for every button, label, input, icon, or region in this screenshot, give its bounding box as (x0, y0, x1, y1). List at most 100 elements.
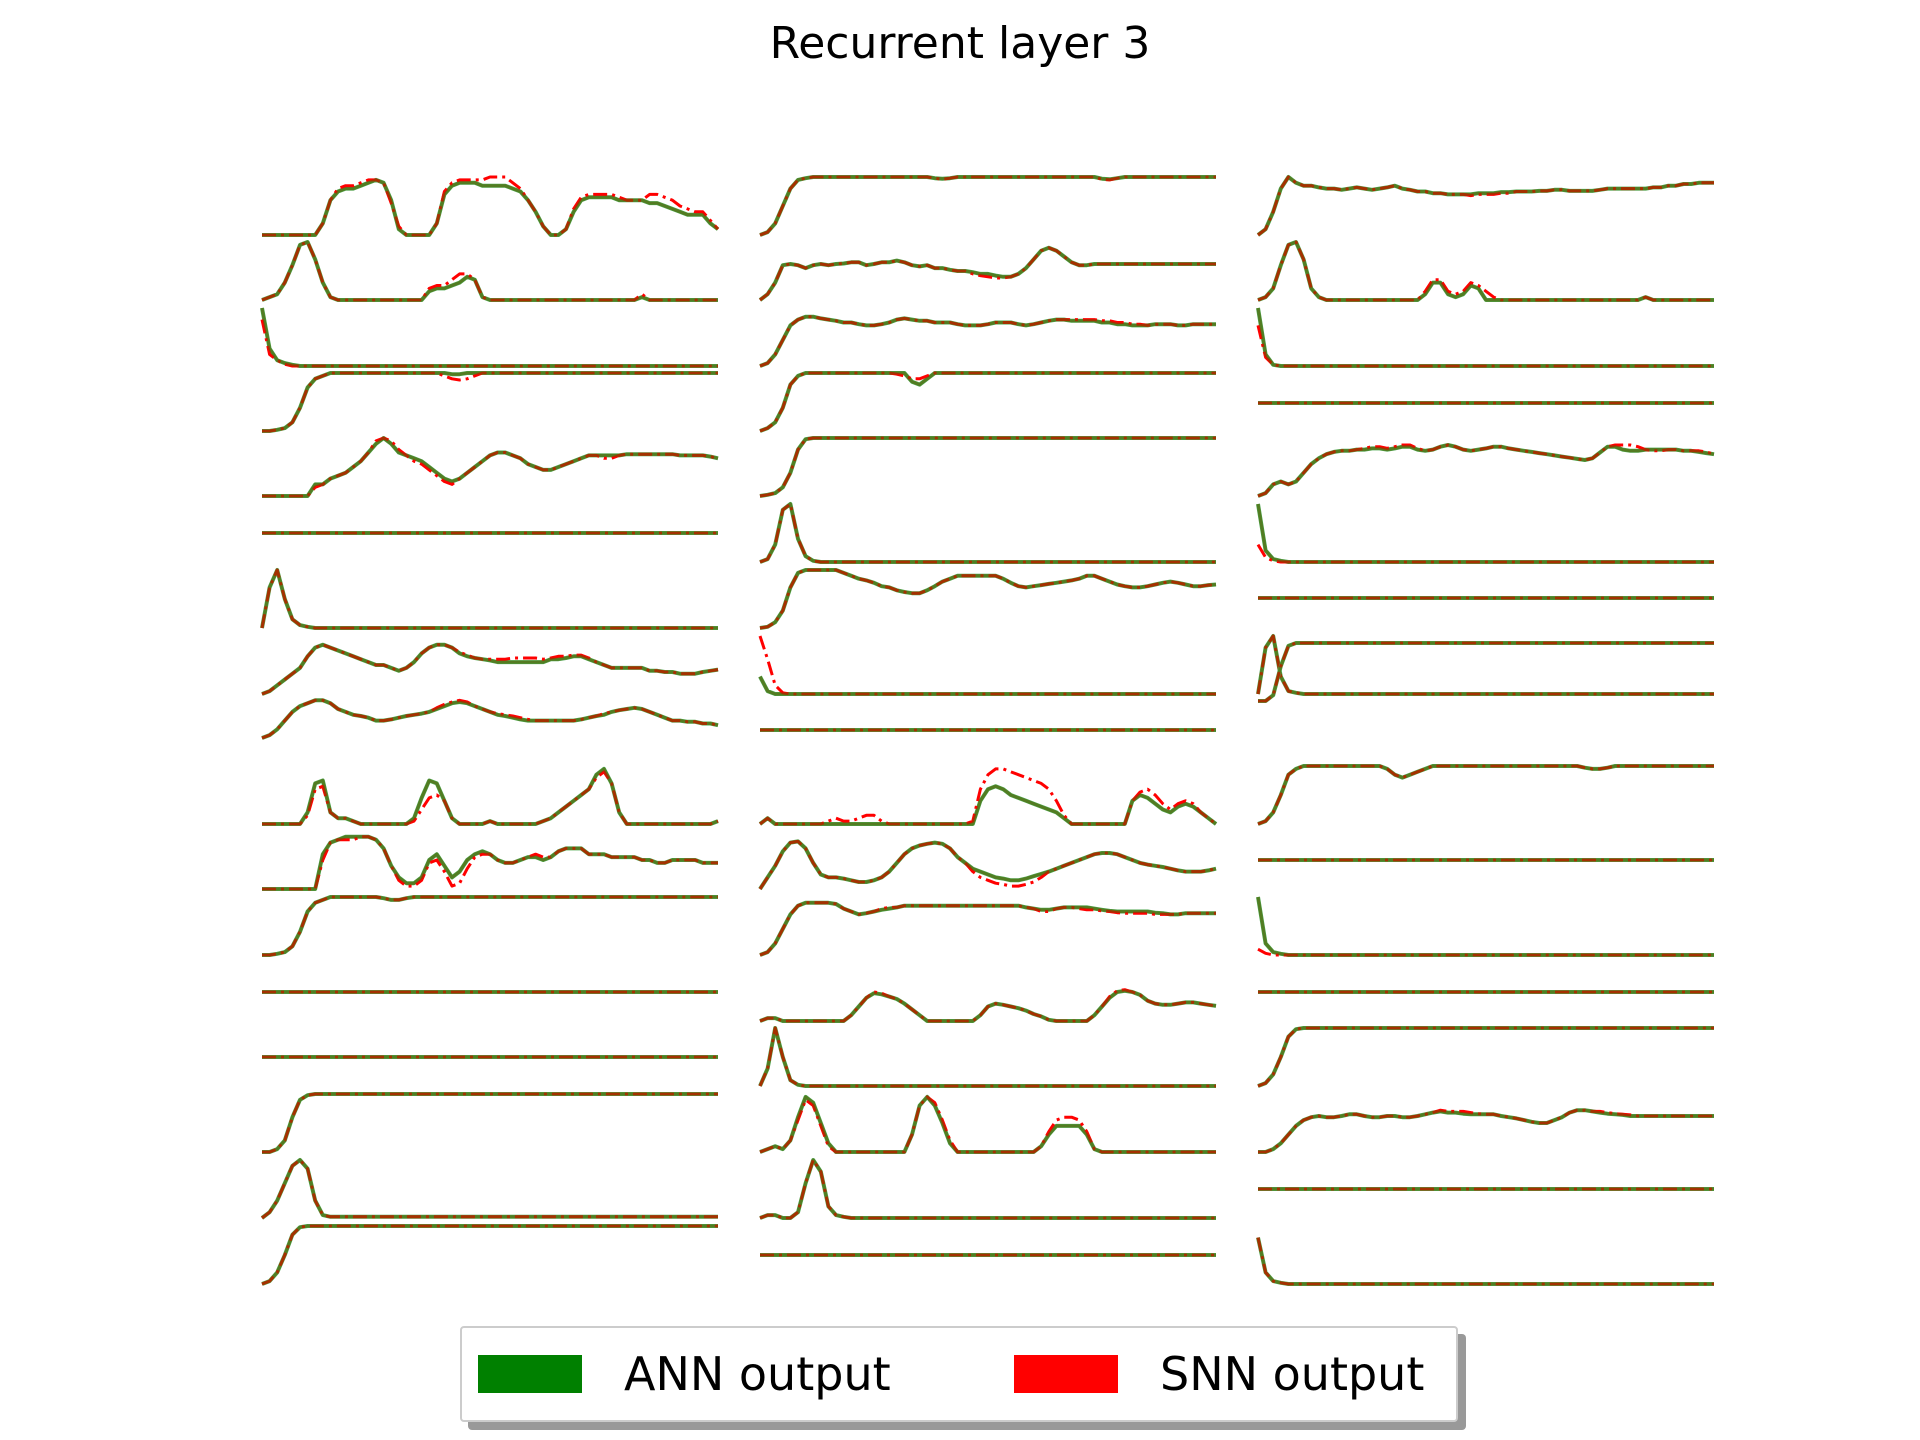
snn-trace-c1-r2 (261, 240, 718, 302)
overlap-trace-c1-r3 (260, 307, 718, 368)
ann-trace-c2-r6 (759, 502, 1216, 564)
overlap-trace-c1-r17 (261, 1224, 718, 1286)
snn-trace-c2-r1 (759, 175, 1216, 237)
ann-trace-c1-r4 (262, 371, 718, 433)
snn-trace-c2-r10 (759, 767, 1217, 826)
overlap-trace-c3-r10 (1257, 764, 1714, 826)
ann-trace-c2-r14 (758, 1026, 1216, 1088)
snn-trace-c3-r2 (1257, 240, 1714, 302)
snn-trace-c2-r2 (759, 246, 1216, 302)
chart-title: Recurrent layer 3 (769, 18, 1151, 69)
snn-trace-c3-r6 (1256, 543, 1714, 564)
snn-trace-c2-r6 (759, 502, 1216, 564)
snn-trace-c1-r5 (262, 436, 719, 498)
ann-trace-c3-r14 (1257, 1026, 1714, 1088)
snn-trace-c1-r3 (260, 319, 718, 368)
overlap-trace-c2-r14 (758, 1026, 1216, 1088)
overlap-trace-c3-r9 (1258, 641, 1714, 703)
overlap-trace-c1-r8 (261, 643, 719, 696)
snn-trace-c1-r10 (262, 770, 719, 826)
overlap-trace-c2-r5 (759, 436, 1216, 498)
overlap-trace-c2-r3 (759, 315, 1216, 368)
overlap-trace-c3-r2 (1257, 240, 1714, 302)
overlap-trace-c3-r12 (1256, 896, 1714, 957)
snn-trace-c2-r5 (759, 436, 1216, 498)
snn-trace-c1-r17 (261, 1224, 718, 1286)
legend-swatch-ann (478, 1355, 582, 1393)
ann-trace-c2-r4 (759, 371, 1216, 433)
legend-entry-ann: ANN output (478, 1328, 891, 1420)
ann-trace-c1-r9 (261, 698, 719, 740)
overlap-trace-c2-r7 (759, 568, 1217, 630)
overlap-trace-c1-r16 (261, 1158, 718, 1220)
overlap-trace-c3-r3 (1256, 307, 1714, 368)
overlap-trace-c1-r5 (262, 436, 719, 498)
overlap-trace-c2-r15 (759, 1095, 1216, 1154)
ann-trace-c1-r5 (262, 436, 719, 498)
snn-trace-c1-r15 (262, 1092, 718, 1154)
overlap-trace-c3-r8 (1256, 634, 1714, 696)
panel-column-1 (260, 175, 720, 1286)
legend-swatch-snn (1014, 1355, 1118, 1393)
snn-trace-c1-r4 (262, 371, 718, 433)
overlap-trace-c1-r7 (260, 568, 718, 630)
overlap-trace-c3-r17 (1256, 1237, 1714, 1286)
snn-trace-c2-r4 (759, 371, 1216, 433)
ann-trace-c3-r6 (1256, 503, 1714, 564)
ann-trace-c1-r10 (262, 766, 719, 826)
ann-trace-c2-r8 (758, 675, 1216, 696)
snn-trace-c1-r12 (262, 895, 718, 957)
overlap-trace-c2-r10 (759, 784, 1217, 826)
ann-trace-c2-r10 (758, 784, 1218, 826)
overlap-trace-c2-r8 (758, 675, 1216, 696)
ann-trace-c1-r3 (260, 307, 718, 368)
overlap-trace-c1-r15 (262, 1092, 718, 1154)
ann-trace-c1-r15 (262, 1092, 718, 1154)
ann-trace-c3-r12 (1256, 896, 1714, 957)
snn-trace-c1-r7 (260, 568, 718, 630)
overlap-trace-c1-r9 (261, 698, 719, 740)
snn-trace-c3-r3 (1256, 325, 1714, 368)
snn-trace-c2-r7 (759, 568, 1217, 630)
overlap-trace-c2-r11 (758, 839, 1217, 890)
ann-trace-c2-r1 (759, 175, 1216, 237)
ann-trace-c1-r7 (260, 568, 718, 630)
panel-column-2 (758, 175, 1218, 1257)
snn-trace-c3-r10 (1257, 764, 1714, 826)
ann-trace-c1-r17 (261, 1224, 718, 1286)
overlap-trace-c2-r1 (759, 175, 1216, 237)
overlap-trace-c2-r12 (759, 901, 1216, 957)
ann-trace-c2-r16 (759, 1158, 1216, 1220)
snn-trace-c3-r1 (1257, 175, 1714, 237)
panel-column-3 (1256, 175, 1715, 1286)
ann-trace-c3-r1 (1256, 175, 1714, 237)
ann-trace-c1-r12 (262, 895, 718, 957)
overlap-trace-c2-r6 (759, 502, 1216, 564)
snn-trace-c3-r17 (1256, 1237, 1714, 1286)
overlap-trace-c3-r14 (1257, 1026, 1714, 1088)
overlap-trace-c1-r12 (262, 895, 718, 957)
overlap-trace-c1-r4 (262, 371, 718, 433)
ann-trace-c3-r17 (1256, 1237, 1714, 1286)
ann-trace-c3-r3 (1256, 307, 1714, 368)
legend: ANN output SNN output (460, 1326, 1458, 1422)
overlap-trace-c2-r4 (759, 371, 1216, 433)
ann-trace-c2-r5 (759, 436, 1216, 498)
snn-trace-c2-r14 (758, 1026, 1216, 1088)
snn-trace-c2-r8 (758, 635, 1216, 696)
overlap-trace-c1-r11 (262, 835, 718, 891)
overlap-trace-c2-r13 (759, 989, 1217, 1023)
overlap-trace-c1-r1 (262, 178, 719, 237)
snn-trace-c1-r1 (262, 175, 720, 237)
overlap-trace-c3-r5 (1257, 443, 1715, 498)
ann-trace-c1-r2 (261, 240, 718, 302)
overlap-trace-c3-r1 (1257, 175, 1714, 237)
overlap-trace-c2-r16 (759, 1158, 1216, 1220)
snn-trace-c1-r9 (261, 698, 719, 740)
overlap-trace-c1-r10 (262, 767, 719, 826)
overlap-trace-c1-r2 (261, 240, 718, 302)
overlap-trace-c3-r15 (1258, 1108, 1714, 1154)
ann-trace-c1-r16 (260, 1158, 718, 1220)
snn-trace-c1-r16 (261, 1158, 718, 1220)
